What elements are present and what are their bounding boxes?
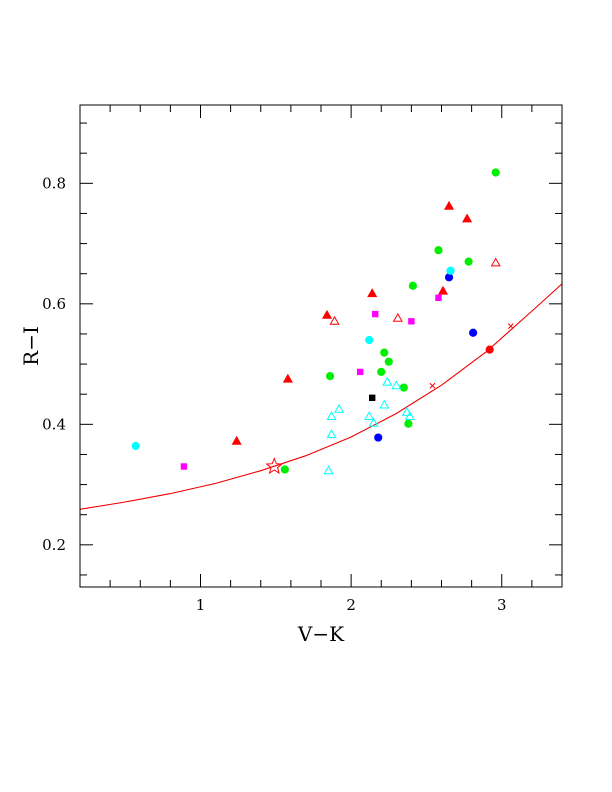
x-tick-label: 3 [497, 596, 507, 614]
y-tick-label: 0.6 [42, 295, 66, 313]
data-point-filled-triangle [437, 285, 449, 295]
data-point-filled-circle [446, 266, 455, 275]
data-point-filled-circle [491, 168, 500, 177]
data-point-filled-triangle [462, 213, 473, 223]
data-point-filled-circle [325, 372, 335, 381]
data-point-open-triangle [326, 411, 337, 420]
data-point-filled-triangle [443, 200, 455, 210]
data-point-open-triangle [326, 429, 337, 439]
data-point-filled-square [408, 318, 415, 325]
data-point-open-triangle [364, 411, 375, 420]
data-point-open-star [265, 457, 284, 475]
data-point-filled-triangle [231, 435, 242, 445]
data-point-open-triangle [323, 465, 334, 475]
data-point-cross [429, 382, 436, 389]
data-point-filled-circle [485, 345, 494, 354]
data-point-filled-circle [374, 433, 383, 442]
data-point-open-triangle [391, 380, 402, 390]
data-point-filled-triangle [282, 373, 293, 383]
data-point-filled-square [372, 310, 379, 318]
data-point-filled-circle [377, 367, 386, 377]
data-marks [79, 168, 563, 510]
tick-labels: 1 2 3 0.2 0.4 0.6 0.8 [42, 174, 506, 614]
data-point-open-triangle [329, 315, 340, 325]
data-point-filled-circle [380, 348, 389, 357]
data-point-filled-triangle [321, 309, 333, 319]
data-point-filled-circle [408, 281, 417, 290]
y-tick-label: 0.4 [42, 415, 66, 433]
data-point-filled-square [435, 294, 442, 301]
x-tick-label: 1 [196, 596, 206, 614]
data-point-cross [507, 323, 514, 329]
x-tick-label: 2 [346, 596, 356, 614]
data-point-filled-circle [434, 246, 443, 255]
y-tick-label: 0.2 [42, 536, 66, 554]
data-point-filled-circle [365, 335, 374, 345]
data-point-filled-square [356, 368, 364, 376]
data-point-filled-circle [404, 419, 413, 428]
y-axis-label: R−I [19, 326, 43, 366]
data-point-filled-circle [469, 328, 478, 337]
data-point-filled-circle [444, 273, 454, 282]
axis-ticks [80, 105, 562, 587]
data-point-filled-square [369, 394, 376, 402]
data-point-open-triangle [490, 257, 501, 267]
plot-frame [79, 104, 563, 588]
data-point-open-triangle [334, 403, 345, 413]
data-point-open-triangle [392, 312, 403, 322]
data-point-open-triangle [404, 411, 415, 420]
data-point-filled-square [180, 463, 188, 470]
data-point-filled-triangle [367, 288, 378, 298]
data-point-filled-circle [131, 441, 140, 451]
data-point-open-triangle [368, 417, 379, 427]
data-point-open-triangle [401, 406, 412, 416]
x-axis-label: V−K [297, 622, 345, 646]
fit-curve-line [79, 283, 563, 510]
data-point-filled-circle [384, 357, 393, 366]
data-point-open-triangle [382, 376, 393, 386]
y-tick-label: 0.8 [42, 174, 66, 192]
data-point-filled-circle [464, 257, 473, 266]
data-point-filled-circle [280, 465, 289, 474]
data-point-filled-circle [399, 383, 408, 392]
data-point-open-triangle [379, 399, 390, 409]
